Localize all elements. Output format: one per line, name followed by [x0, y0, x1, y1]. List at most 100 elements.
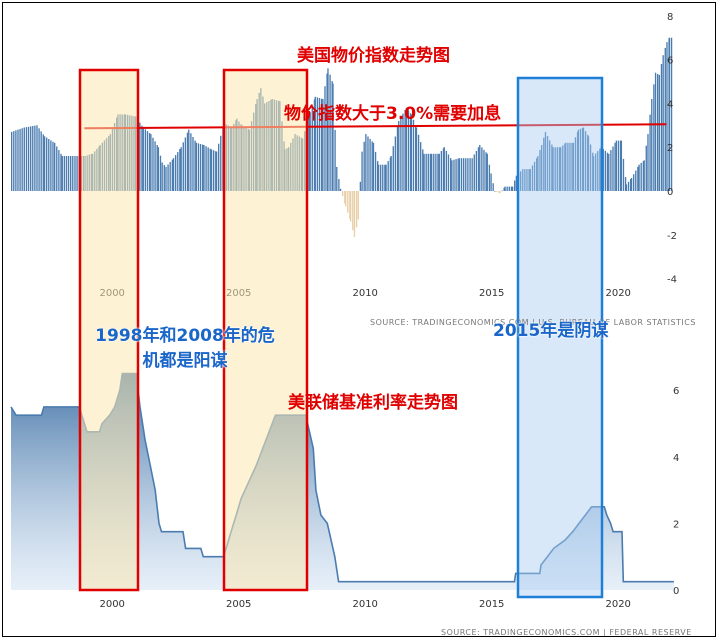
cpi-bar — [649, 114, 651, 191]
cpi-bar — [142, 127, 144, 191]
cpi-bar — [496, 191, 498, 192]
cpi-bar — [52, 141, 54, 191]
cpi-bar — [627, 181, 630, 191]
cpi-bar — [564, 143, 566, 191]
cpi-bar — [630, 177, 633, 191]
cpi-bar — [359, 181, 362, 191]
cpi-y-tick: -4 — [667, 275, 677, 286]
cpi-bar — [186, 132, 189, 191]
cpi-bar — [587, 136, 590, 192]
cpi-bar — [668, 37, 671, 192]
cpi-bar — [74, 156, 76, 191]
cpi-bar — [48, 139, 50, 191]
cpi-bar — [40, 131, 42, 191]
cpi-bar — [203, 145, 205, 191]
cpi-bar — [43, 136, 46, 192]
cpi-bar — [572, 142, 575, 191]
cpi-bar — [451, 160, 453, 191]
cpi-bar — [433, 153, 435, 191]
cpi-bar — [541, 145, 543, 191]
cpi-bar — [554, 147, 556, 191]
cpi-bar — [177, 152, 179, 191]
cpi-bar — [458, 158, 461, 191]
cpi-bar — [21, 128, 23, 191]
cpi-bar — [574, 137, 577, 191]
cpi-bar — [479, 145, 481, 191]
cpi-bar — [467, 158, 469, 191]
cpi-bar — [402, 113, 404, 191]
cpi-x-tick: 2020 — [605, 288, 630, 299]
cpi-bar — [420, 142, 422, 191]
cpi-bar — [582, 127, 585, 191]
cpi-bar — [309, 112, 311, 191]
cpi-bar — [404, 110, 406, 191]
cpi-bar — [595, 153, 597, 191]
cpi-bar — [531, 165, 534, 191]
cpi-bar — [508, 186, 510, 191]
cpi-bar — [380, 164, 382, 191]
cpi-bar — [150, 134, 152, 191]
cpi-bar — [453, 159, 455, 191]
cpi-bar — [645, 145, 647, 191]
cpi-bar — [427, 153, 429, 191]
cpi-bar — [457, 158, 459, 191]
rate-y-tick: 2 — [673, 519, 679, 530]
cpi-bar — [633, 174, 635, 191]
cpi-bar — [171, 159, 174, 191]
cpi-bar — [499, 191, 501, 194]
cpi-bar — [60, 153, 62, 191]
cpi-bar — [438, 153, 440, 191]
cpi-bar — [442, 148, 445, 191]
cpi-bar — [473, 154, 475, 191]
rate-source-label: SOURCE: TRADINGECONOMICS.COM | FEDERAL R… — [441, 628, 692, 637]
cpi-bar — [334, 129, 336, 191]
cpi-bar — [587, 134, 589, 191]
cpi-bar — [374, 151, 377, 191]
cpi-bar — [412, 119, 415, 191]
cpi-bar — [146, 131, 149, 191]
cpi-bar — [357, 191, 359, 220]
cpi-bar — [344, 191, 346, 204]
cpi-bar — [562, 145, 564, 191]
cpi-bar — [450, 158, 452, 191]
cpi-bar — [163, 165, 165, 191]
cpi-bar — [529, 169, 531, 191]
cpi-bar — [389, 157, 392, 191]
cpi-bar — [447, 154, 450, 191]
cpi-bar — [311, 105, 313, 191]
cpi-bar — [387, 161, 389, 191]
cpi-bar — [350, 191, 352, 222]
cpi-bar — [141, 125, 143, 191]
cpi-bar — [213, 150, 215, 191]
cpi-bar — [345, 191, 347, 207]
cpi-bar — [347, 191, 349, 213]
cpi-bar — [425, 153, 427, 191]
cpi-bar — [471, 158, 473, 191]
cpi-bar — [65, 156, 68, 191]
cpi-bar — [664, 47, 666, 192]
cpi-bar — [179, 149, 181, 191]
note-2015: 2015年是阴谋 — [493, 321, 609, 341]
cpi-bar — [384, 164, 386, 191]
rate-x-tick: 2020 — [605, 599, 630, 610]
cpi-bar — [63, 156, 66, 191]
cpi-bar — [19, 129, 21, 191]
cpi-bar — [332, 83, 334, 191]
cpi-bar — [188, 129, 190, 191]
cpi-bar — [481, 147, 483, 191]
cpi-bar — [36, 125, 38, 191]
cpi-bar — [167, 164, 169, 191]
cpi-bar — [175, 155, 177, 191]
cpi-bar — [72, 156, 74, 191]
highlight-1998-box — [78, 68, 140, 592]
rate-area — [11, 373, 674, 590]
cpi-bar — [320, 98, 323, 191]
cpi-bar — [558, 147, 561, 191]
cpi-bar — [139, 122, 141, 191]
cpi-bar — [567, 142, 569, 191]
cpi-bar — [58, 150, 60, 191]
rate-y-tick: 4 — [673, 453, 679, 464]
cpi-bar — [361, 151, 363, 191]
cpi-bar — [54, 142, 56, 191]
